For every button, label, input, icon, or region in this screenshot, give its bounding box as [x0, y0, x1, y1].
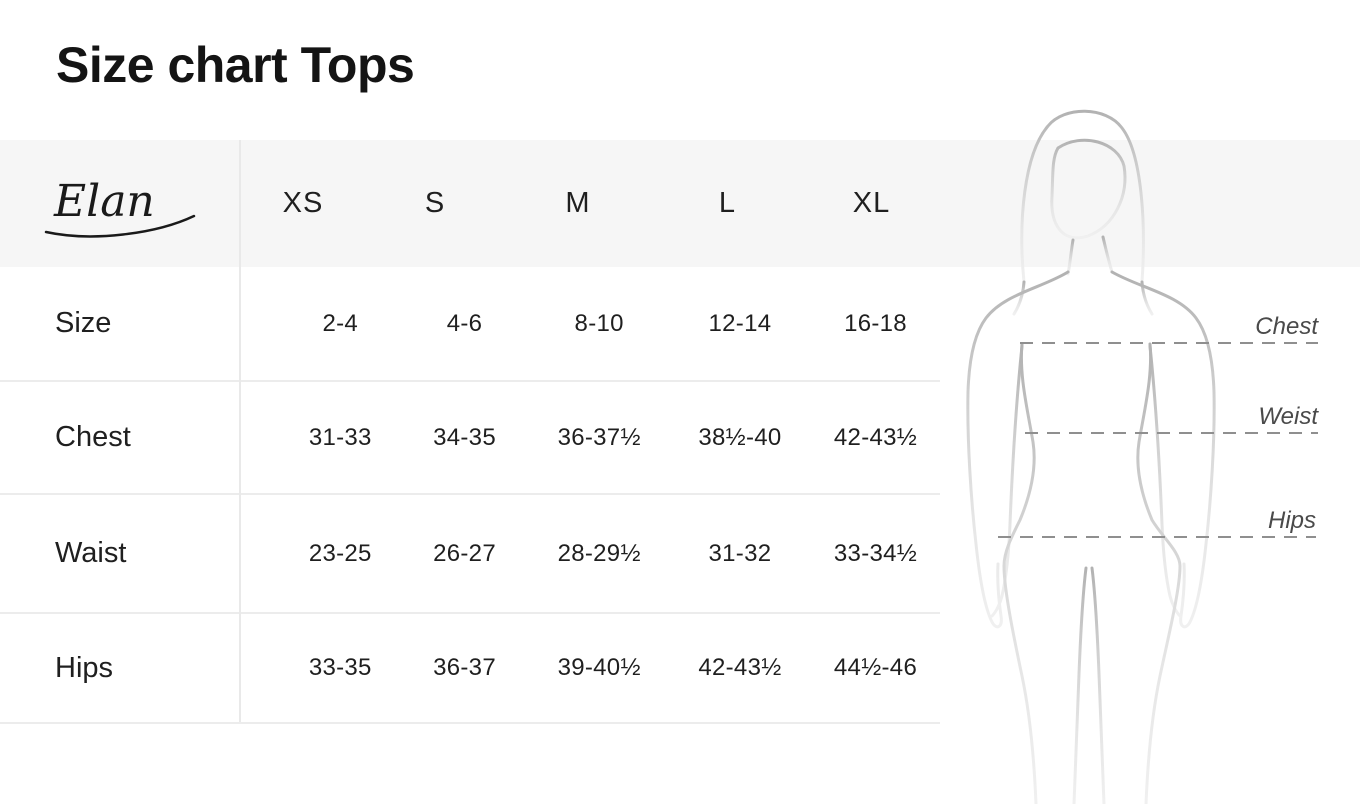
hips-measure-label: Hips — [1268, 507, 1316, 534]
row-label-size: Size — [55, 307, 112, 339]
table-cell: 44½-46 — [833, 654, 918, 681]
table-row-size: Size 2-4 4-6 8-10 12-14 16-18 — [0, 267, 940, 382]
table-row-chest: Chest 31-33 34-35 36-37½ 38½-40 42-43½ — [0, 382, 940, 495]
row-label-chest: Chest — [55, 421, 131, 453]
table-cell: 34-35 — [433, 423, 496, 451]
table-cell: 39-40½ — [557, 654, 641, 681]
body-measurement-figure-illustration: Chest Weist Hips — [966, 109, 1319, 804]
table-row-hips: Hips 33-35 36-37 39-40½ 42-43½ 44½-46 — [0, 614, 940, 724]
waist-measure-label: Weist — [1258, 403, 1319, 430]
table-cell: 36-37 — [433, 654, 496, 681]
measurement-dash-lines — [998, 342, 1318, 538]
table-cell: 28-29½ — [557, 539, 641, 567]
column-header-xs: XS — [282, 187, 324, 219]
body-outline — [966, 109, 1216, 804]
table-cell: 23-25 — [308, 539, 372, 567]
page-title: Size chart Tops — [56, 37, 415, 93]
column-header-xl: XL — [852, 187, 891, 219]
size-chart-table: Elan XS S M L XL Size 2-4 4-6 8-10 12-14… — [0, 140, 940, 724]
table-cell: 26-27 — [433, 539, 496, 567]
table-cell: 42-43½ — [698, 654, 782, 681]
column-header-s: S — [424, 187, 446, 219]
table-cell: 36-37½ — [557, 423, 641, 451]
column-header-l: L — [718, 187, 737, 219]
brand-logo: Elan — [0, 140, 240, 267]
table-cell: 4-6 — [446, 309, 483, 337]
row-label-waist: Waist — [55, 537, 127, 569]
brand-logo-signature: Elan — [44, 176, 196, 238]
table-cell: 33-34½ — [833, 539, 918, 567]
table-cell: 2-4 — [322, 309, 359, 337]
table-header-row: Elan XS S M L XL — [0, 140, 940, 267]
table-cell: 31-32 — [708, 539, 772, 567]
table-cell: 8-10 — [574, 309, 624, 337]
table-cell: 31-33 — [308, 423, 372, 451]
table-header-band — [0, 140, 1360, 267]
table-row-waist: Waist 23-25 26-27 28-29½ 31-32 33-34½ — [0, 495, 940, 614]
brand-logo-underline — [44, 214, 196, 238]
table-cell: 12-14 — [708, 309, 772, 337]
column-header-m: M — [565, 187, 591, 219]
table-cell: 38½-40 — [698, 423, 782, 451]
table-cell: 16-18 — [844, 309, 907, 337]
row-label-hips: Hips — [55, 651, 114, 684]
logo-column-divider — [239, 140, 241, 722]
brand-logo-text: Elan — [53, 176, 155, 227]
chest-measure-label: Chest — [1255, 313, 1319, 340]
table-cell: 33-35 — [308, 654, 372, 681]
table-cell: 42-43½ — [833, 423, 918, 451]
